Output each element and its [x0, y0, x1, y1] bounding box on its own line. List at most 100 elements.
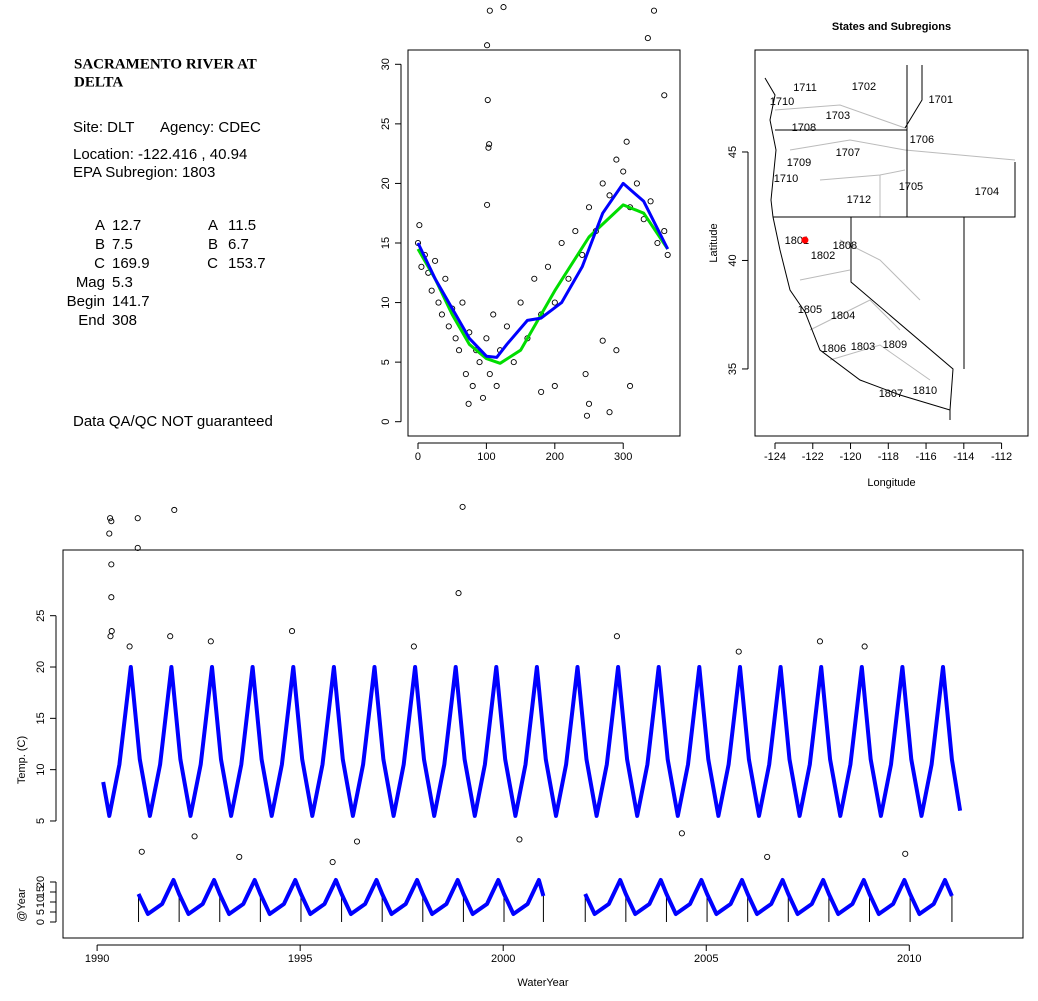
location: Location: -122.416 , 40.94 — [73, 146, 247, 163]
param-value: 141.7 — [112, 293, 150, 310]
param-value: 7.5 — [112, 236, 133, 253]
agency: Agency: CDEC — [160, 119, 261, 136]
data-point — [107, 515, 114, 522]
y-tick-label: 35 — [727, 363, 739, 375]
data-point — [465, 400, 472, 407]
subregion-label: 1703 — [826, 110, 850, 122]
subregion-label: 1706 — [910, 134, 934, 146]
subregion-label: 1708 — [792, 122, 816, 134]
y-tick-label: 40 — [727, 254, 739, 266]
y-tick-label: 25 — [380, 118, 392, 130]
data-point — [476, 359, 483, 366]
data-point — [633, 180, 640, 187]
data-point — [764, 853, 771, 860]
param-label: End — [78, 312, 105, 329]
y-axis-title: Latitude — [708, 223, 720, 262]
x-tick-label: 2000 — [491, 953, 515, 965]
data-point — [138, 848, 145, 855]
x-tick-label: 1995 — [288, 953, 312, 965]
param-label: C — [207, 255, 218, 272]
warning: Data QA/QC NOT guaranteed — [73, 413, 273, 430]
subregion: EPA Subregion: 1803 — [73, 164, 215, 181]
subregion-label: 1805 — [798, 304, 822, 316]
y-tick-label: 25 — [35, 610, 47, 622]
data-point — [613, 156, 620, 163]
data-point — [486, 7, 493, 14]
data-point — [442, 275, 449, 282]
data-point — [134, 515, 141, 522]
data-point — [459, 503, 466, 510]
data-point — [613, 347, 620, 354]
data-point — [469, 382, 476, 390]
data-point — [288, 628, 296, 635]
plot-frame — [407, 49, 681, 437]
x-tick-label: 200 — [546, 451, 564, 463]
info-panel: SACRAMENTO RIVER AT DELTA Site: DLT Agen… — [73, 56, 273, 430]
data-point — [416, 222, 423, 229]
subregion-label: 1710 — [770, 96, 794, 108]
data-point — [445, 323, 452, 330]
fit-line — [416, 181, 670, 359]
data-point — [134, 544, 141, 551]
x-tick-label: 2010 — [897, 953, 921, 965]
y-tick-label: 0 — [35, 919, 47, 925]
x-tick-label: -116 — [915, 451, 936, 463]
x-tick-label: -112 — [991, 451, 1012, 463]
subregion-label: 1804 — [831, 310, 855, 322]
x-tick-label: 0 — [415, 451, 421, 463]
site-title: DELTA — [74, 74, 123, 90]
subregion-label: 1710 — [774, 173, 798, 185]
data-point — [558, 239, 565, 247]
param-label: B — [208, 236, 218, 253]
data-point — [572, 228, 579, 235]
map-boundaries — [764, 65, 1016, 420]
subregion-label: 1803 — [851, 341, 875, 353]
data-point — [678, 830, 685, 837]
data-point — [462, 370, 469, 378]
y-tick-label: 5 — [380, 359, 392, 365]
data-point — [606, 192, 613, 199]
subregion-label: 1709 — [787, 157, 811, 169]
subregion-label: 1711 — [793, 82, 817, 94]
subregion-label: 1702 — [852, 81, 876, 93]
param-label: C — [94, 255, 105, 272]
param-label: B — [95, 236, 105, 253]
data-point — [483, 335, 490, 342]
y-tick-label: 45 — [727, 146, 739, 158]
data-point — [644, 35, 651, 42]
y-tick-label: 30 — [380, 58, 392, 70]
x-tick-label: -122 — [802, 451, 824, 463]
data-point — [479, 394, 487, 401]
data-point — [538, 388, 545, 395]
data-point — [418, 263, 425, 270]
subregion-label: 1704 — [975, 186, 999, 198]
data-point — [329, 858, 336, 866]
data-point — [435, 299, 442, 306]
data-point — [207, 638, 214, 645]
data-point — [503, 323, 510, 330]
data-point — [106, 530, 113, 537]
y-tick-label: 10 — [380, 296, 392, 308]
x-tick-label: -118 — [878, 451, 899, 463]
subregion-label: 1701 — [929, 94, 953, 106]
data-point — [650, 7, 658, 14]
plot-frame — [62, 549, 1024, 939]
data-point — [599, 337, 606, 344]
data-point — [647, 198, 654, 205]
data-point — [516, 836, 523, 843]
fit-line — [136, 878, 954, 916]
data-point — [599, 180, 606, 187]
data-point — [531, 275, 538, 282]
data-point — [459, 299, 466, 306]
y2-axis-title: @Year — [16, 888, 28, 922]
param-value: 6.7 — [228, 236, 249, 253]
data-point — [493, 382, 500, 390]
data-point — [664, 251, 671, 258]
data-point — [455, 590, 462, 597]
fit-line — [101, 665, 963, 818]
data-point — [620, 168, 627, 175]
data-point — [108, 594, 115, 601]
x-tick-label: -120 — [840, 451, 862, 463]
data-point — [107, 633, 114, 640]
